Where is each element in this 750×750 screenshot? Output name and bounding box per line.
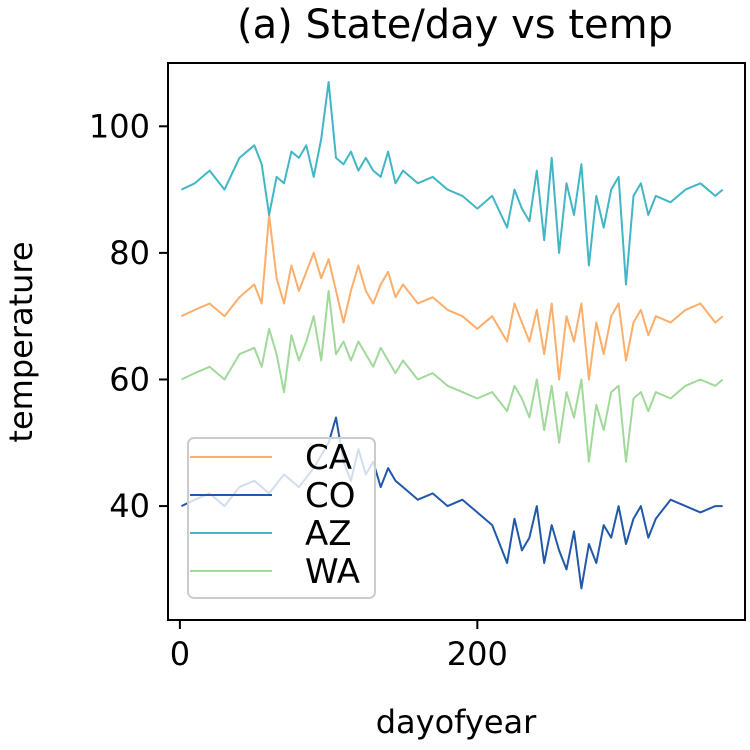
- x-tick-label: 200: [447, 635, 508, 673]
- x-tick-label: 0: [170, 635, 190, 673]
- y-tick-label: 80: [109, 234, 150, 272]
- y-tick-label: 40: [109, 487, 150, 525]
- series-line-ca: [180, 213, 724, 381]
- legend-box: [187, 437, 376, 599]
- y-axis-label: temperature: [2, 241, 40, 442]
- chart-title: (a) State/day vs temp: [237, 2, 673, 48]
- plot-frame: [167, 62, 746, 621]
- legend-label-wa: WA: [305, 552, 360, 592]
- legend-label-az: AZ: [305, 514, 352, 554]
- x-axis: 0 200: [170, 620, 508, 673]
- series-line-wa: [180, 289, 724, 463]
- y-tick-label: 100: [89, 107, 150, 145]
- y-axis: 40 60 80 100: [89, 107, 168, 525]
- legend-label-ca: CA: [305, 438, 352, 478]
- x-axis-label: dayofyear: [376, 703, 537, 741]
- y-tick-label: 60: [109, 360, 150, 398]
- legend-label-co: CO: [305, 476, 356, 516]
- series-line-az: [180, 81, 724, 286]
